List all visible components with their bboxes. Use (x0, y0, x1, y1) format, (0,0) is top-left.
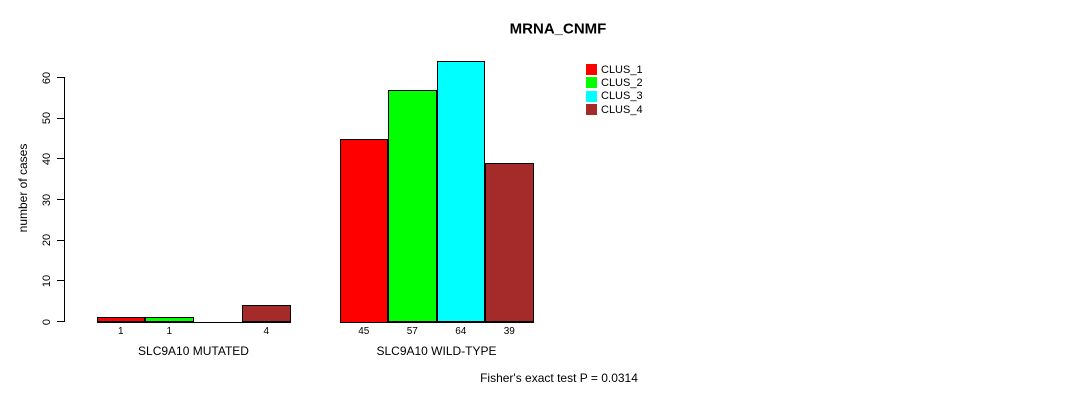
legend-label: CLUS_4 (601, 103, 643, 116)
y-tick-label: 60 (41, 71, 53, 84)
y-tick (57, 158, 64, 160)
bar-value-label: 1 (117, 326, 124, 337)
y-tick-label: 50 (41, 112, 53, 125)
legend-swatch-icon (586, 77, 597, 89)
y-axis-line (64, 77, 65, 322)
group-axis-label: SLC9A10 MUTATED (138, 344, 249, 358)
legend-item: CLUS_2 (586, 76, 643, 89)
y-tick (57, 321, 64, 322)
y-axis-label: number of cases (16, 143, 30, 233)
bar-value-label: 39 (503, 326, 515, 337)
bar-clus_1 (339, 138, 388, 323)
chart-title: MRNA_CNMF (509, 20, 607, 38)
legend-swatch-icon (586, 104, 597, 116)
bar-clus_2 (388, 89, 437, 323)
legend-label: CLUS_2 (601, 76, 643, 89)
bar-value-label: 4 (263, 326, 270, 337)
legend-label: CLUS_3 (601, 90, 643, 103)
y-tick-label: 0 (41, 318, 53, 325)
bar-value-label: 64 (455, 326, 467, 337)
y-tick-label: 40 (41, 152, 53, 165)
y-tick-label: 30 (41, 193, 53, 206)
bar-value-label: 57 (406, 326, 418, 337)
bar-value-label: 1 (166, 326, 173, 337)
y-tick (57, 280, 64, 282)
legend-item: CLUS_3 (586, 90, 643, 103)
group-axis-label: SLC9A10 WILD-TYPE (376, 344, 497, 358)
bar-clus_4 (485, 162, 534, 323)
legend-swatch-icon (586, 90, 597, 102)
bar-clus_4 (242, 305, 291, 323)
legend: CLUS_1 CLUS_2 CLUS_3 CLUS_4 (586, 63, 643, 116)
legend-item: CLUS_4 (586, 103, 643, 116)
y-tick (57, 199, 64, 200)
y-tick (57, 117, 64, 119)
group-baseline (96, 321, 291, 323)
legend-item: CLUS_1 (586, 63, 643, 76)
y-tick (57, 239, 64, 241)
bar-clus_2 (145, 317, 194, 323)
bar-clus_3 (436, 61, 485, 323)
bar-value-label: 45 (358, 326, 370, 337)
y-tick-label: 10 (41, 274, 53, 287)
pvalue-annotation: Fisher's exact test P = 0.0314 (480, 371, 638, 385)
bar-clus_1 (96, 317, 145, 323)
legend-label: CLUS_1 (601, 63, 643, 76)
legend-swatch-icon (586, 64, 597, 76)
y-tick (57, 77, 64, 78)
y-tick-label: 20 (41, 234, 53, 247)
